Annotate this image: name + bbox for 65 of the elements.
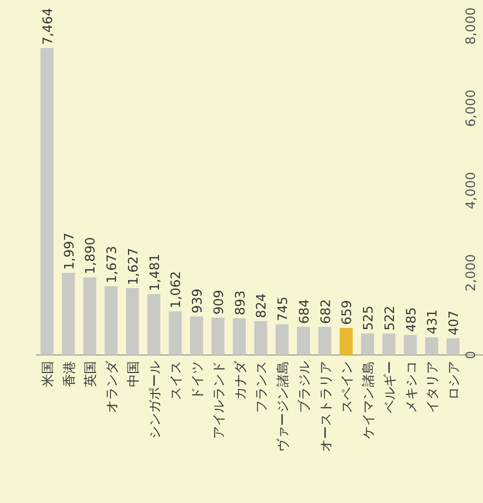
x-tick-label: オランダ bbox=[105, 360, 120, 413]
bar bbox=[254, 321, 268, 355]
bar bbox=[340, 328, 353, 355]
bar bbox=[382, 334, 396, 355]
data-label: 909 bbox=[212, 290, 227, 315]
data-label: 1,062 bbox=[169, 271, 184, 308]
x-tick-label: イタリア bbox=[426, 361, 441, 413]
bar bbox=[318, 326, 332, 355]
data-label: 1,890 bbox=[84, 237, 99, 274]
x-tick-label: 英国 bbox=[84, 361, 99, 387]
bar bbox=[168, 311, 182, 355]
y-tick-label: 8,000 bbox=[464, 7, 479, 45]
bar bbox=[211, 318, 224, 355]
y-tick-label: 0 bbox=[464, 350, 479, 360]
x-tick-label: 米国 bbox=[41, 361, 56, 387]
x-tick-label: 中国 bbox=[126, 361, 142, 387]
bar bbox=[425, 337, 438, 355]
x-tick-label: スイス bbox=[169, 361, 184, 400]
data-label: 745 bbox=[276, 296, 292, 322]
bar bbox=[296, 326, 310, 355]
x-tick-label: メキシコ bbox=[404, 361, 420, 413]
data-label: 824 bbox=[254, 293, 270, 318]
data-label: 522 bbox=[382, 306, 398, 331]
data-label: 1,997 bbox=[62, 232, 78, 270]
data-label: 407 bbox=[447, 310, 462, 336]
x-tick-label: オーストラリア bbox=[318, 361, 334, 452]
bar bbox=[147, 294, 160, 355]
x-tick-label: ブラジル bbox=[297, 361, 312, 413]
bar bbox=[446, 338, 460, 355]
data-label: 659 bbox=[340, 300, 356, 325]
x-tick-label: ロシア bbox=[447, 361, 462, 400]
x-tick-label: シンガポール bbox=[148, 361, 163, 439]
bar bbox=[361, 333, 374, 355]
bar bbox=[232, 318, 246, 355]
data-label: 682 bbox=[318, 299, 334, 324]
data-label: 1,481 bbox=[148, 254, 163, 292]
y-tick-label: 6,000 bbox=[464, 90, 479, 127]
bar bbox=[190, 316, 204, 355]
x-tick-label: ベルギー bbox=[382, 361, 398, 413]
x-tick-label: アイルランド bbox=[212, 361, 227, 439]
bar bbox=[404, 335, 417, 355]
x-tick-label: フランス bbox=[254, 361, 270, 413]
data-label: 485 bbox=[404, 307, 420, 332]
bar bbox=[276, 324, 289, 355]
bar bbox=[40, 48, 54, 355]
bar bbox=[104, 286, 118, 355]
y-tick-label: 4,000 bbox=[464, 172, 479, 210]
data-label: 1,627 bbox=[126, 248, 142, 286]
data-label: 525 bbox=[362, 306, 377, 330]
x-tick-label: スペイン bbox=[340, 361, 356, 413]
x-tick-label: カナダ bbox=[233, 360, 248, 400]
y-tick-label: 2,000 bbox=[464, 254, 479, 292]
x-tick-label: ケイマン諸島 bbox=[362, 361, 377, 439]
data-label: 7,464 bbox=[41, 8, 56, 46]
bar bbox=[126, 288, 139, 355]
x-tick-label: 香港 bbox=[62, 361, 78, 387]
x-tick-label: ヴァージン諸島 bbox=[276, 361, 292, 452]
x-tick-label: ドイツ bbox=[190, 361, 206, 400]
bar bbox=[62, 272, 75, 355]
data-label: 431 bbox=[426, 309, 441, 334]
data-label: 1,673 bbox=[105, 246, 120, 284]
data-label: 939 bbox=[190, 288, 206, 314]
data-label: 893 bbox=[233, 290, 248, 316]
data-label: 684 bbox=[297, 299, 312, 324]
bar bbox=[83, 277, 96, 355]
